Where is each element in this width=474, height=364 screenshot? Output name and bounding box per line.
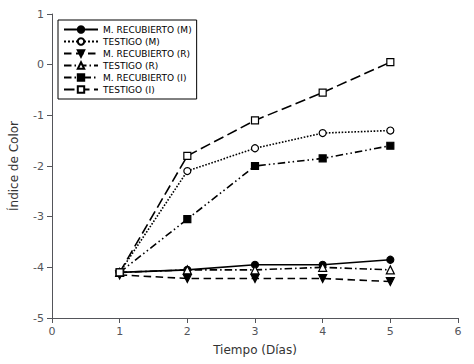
svg-text:M. RECUBIERTO (R): M. RECUBIERTO (R) bbox=[103, 49, 190, 59]
svg-text:3: 3 bbox=[252, 325, 259, 338]
svg-text:1: 1 bbox=[37, 8, 44, 21]
svg-text:2: 2 bbox=[184, 325, 191, 338]
svg-text:6: 6 bbox=[455, 325, 462, 338]
svg-text:4: 4 bbox=[319, 325, 326, 338]
svg-text:TESTIGO (M): TESTIGO (M) bbox=[102, 37, 160, 47]
svg-text:5: 5 bbox=[387, 325, 394, 338]
svg-text:-5: -5 bbox=[33, 312, 44, 325]
svg-text:M. RECUBIERTO (I): M. RECUBIERTO (I) bbox=[103, 73, 187, 83]
svg-text:TESTIGO (R): TESTIGO (R) bbox=[102, 61, 158, 71]
svg-text:-1: -1 bbox=[33, 109, 44, 122]
svg-text:Tiempo (Días): Tiempo (Días) bbox=[212, 343, 297, 357]
svg-text:Índice de Color: Índice de Color bbox=[6, 121, 21, 211]
svg-text:0: 0 bbox=[49, 325, 56, 338]
svg-text:M. RECUBIERTO (M): M. RECUBIERTO (M) bbox=[103, 25, 192, 35]
svg-text:-4: -4 bbox=[33, 261, 44, 274]
svg-text:TESTIGO (I): TESTIGO (I) bbox=[102, 85, 155, 95]
svg-text:-2: -2 bbox=[33, 160, 44, 173]
svg-text:1: 1 bbox=[116, 325, 123, 338]
svg-text:0: 0 bbox=[37, 58, 44, 71]
svg-text:-3: -3 bbox=[33, 210, 44, 223]
